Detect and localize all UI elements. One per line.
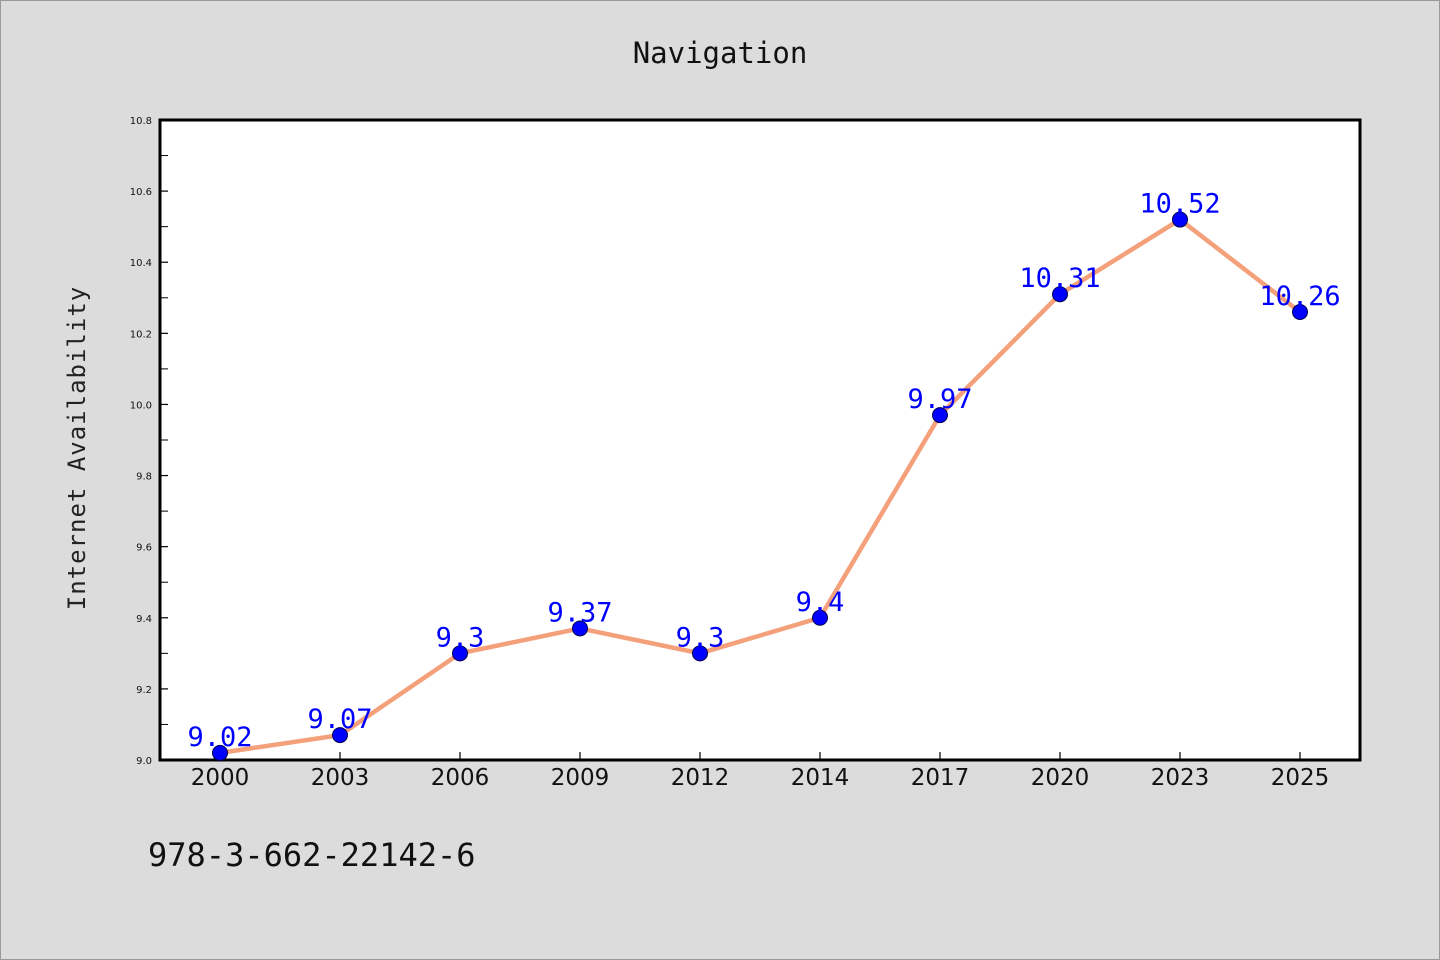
data-point — [1292, 304, 1308, 320]
y-tick-label: 10.2 — [130, 329, 152, 340]
plot-area — [158, 118, 1362, 762]
x-tick-label: 2017 — [911, 765, 970, 791]
y-axis-ticks: 9.0 9.2 9.4 9.6 9.8 10.0 10.2 10.4 10.6 10.8 — [130, 116, 168, 767]
x-tick-label: 2012 — [671, 765, 730, 791]
data-point — [932, 407, 948, 424]
y-tick-label: 9.8 — [136, 472, 152, 483]
data-label: 10.26 — [1259, 281, 1340, 312]
series-group — [212, 211, 1308, 761]
data-point — [452, 645, 468, 662]
data-point — [332, 727, 348, 744]
chart-title: Navigation — [633, 36, 808, 70]
data-labels-group: 9.02 9.07 9.3 9.37 9.3 9.4 9.97 10.31 10.52 10.26 — [187, 189, 1340, 753]
y-tick-label: 10.4 — [130, 258, 152, 269]
y-tick-label: 9.0 — [136, 756, 152, 767]
y-tick-label: 9.4 — [136, 614, 152, 625]
data-label: 9.37 — [547, 597, 612, 628]
series-line — [217, 217, 1303, 756]
x-tick-label: 2023 — [1151, 765, 1210, 791]
data-point — [1172, 211, 1188, 228]
footer-isbn: 978-3-662-22142-6 — [148, 836, 476, 874]
data-label: 9.07 — [307, 704, 372, 735]
data-point — [572, 620, 588, 637]
y-tick-label: 10.8 — [130, 116, 152, 127]
data-label: 10.31 — [1019, 263, 1100, 294]
data-label: 9.97 — [907, 384, 972, 415]
data-point — [212, 744, 228, 761]
data-point — [692, 645, 708, 662]
data-point — [812, 609, 828, 626]
data-label: 9.02 — [187, 722, 252, 753]
x-tick-label: 2003 — [311, 765, 370, 791]
x-tick-label: 2020 — [1031, 765, 1090, 791]
x-tick-label: 2014 — [791, 765, 850, 791]
y-axis-label: Internet Availability — [63, 286, 91, 610]
y-tick-label: 9.2 — [136, 685, 152, 696]
data-point — [1052, 286, 1068, 303]
x-tick-label: 2000 — [191, 765, 250, 791]
y-tick-label: 9.6 — [136, 543, 152, 554]
x-tick-label: 2006 — [431, 765, 490, 791]
data-label: 9.3 — [436, 622, 485, 653]
x-axis-ticks: 2000 2003 2006 2009 2012 2014 2017 2020 2023 2025 — [191, 752, 1330, 791]
data-label: 10.52 — [1139, 189, 1220, 220]
data-label: 9.3 — [676, 622, 725, 653]
data-label: 9.4 — [796, 587, 845, 618]
y-tick-label: 10.6 — [130, 187, 152, 198]
x-tick-label: 2009 — [551, 765, 610, 791]
y-tick-label: 10.0 — [130, 400, 152, 411]
x-tick-label: 2025 — [1271, 765, 1330, 791]
